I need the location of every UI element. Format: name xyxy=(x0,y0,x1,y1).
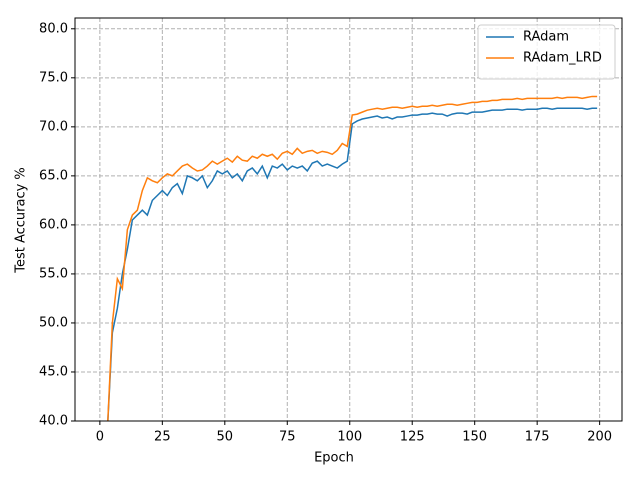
x-tick-label: 125 xyxy=(400,430,425,445)
x-tick-label: 150 xyxy=(462,430,487,445)
y-tick-label: 65.0 xyxy=(39,168,68,183)
y-tick-label: 40.0 xyxy=(39,414,68,429)
y-tick-label: 75.0 xyxy=(39,70,68,85)
x-tick-label: 50 xyxy=(217,430,234,445)
y-tick-label: 80.0 xyxy=(39,21,68,36)
y-tick-label: 50.0 xyxy=(39,315,68,330)
x-tick-label: 0 xyxy=(96,430,104,445)
y-tick-label: 60.0 xyxy=(39,217,68,232)
axes-frame xyxy=(74,17,623,422)
x-tick-label: 200 xyxy=(587,430,612,445)
legend-label: RAdam xyxy=(523,30,569,45)
y-tick-label: 45.0 xyxy=(39,364,68,379)
x-tick-label: 100 xyxy=(337,430,362,445)
y-tick-label: 70.0 xyxy=(39,119,68,134)
x-tick-label: 75 xyxy=(279,430,296,445)
x-tick-label: 25 xyxy=(154,430,171,445)
legend-box xyxy=(477,24,616,80)
y-tick-label: 55.0 xyxy=(39,266,68,281)
legend-label: RAdam_LRD xyxy=(523,51,602,66)
plot-area xyxy=(107,95,598,421)
y-axis-label: Test Accuracy % xyxy=(14,167,29,274)
x-axis-label: Epoch xyxy=(314,451,354,466)
x-tick-label: 175 xyxy=(525,430,550,445)
line-series xyxy=(107,95,598,421)
line-series xyxy=(107,107,598,421)
